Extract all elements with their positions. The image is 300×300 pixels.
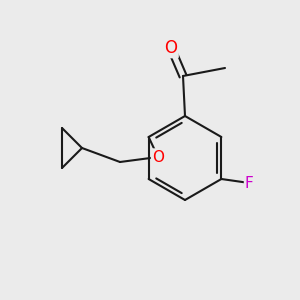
- Text: O: O: [152, 149, 164, 164]
- Text: F: F: [245, 176, 254, 190]
- Text: O: O: [164, 39, 178, 57]
